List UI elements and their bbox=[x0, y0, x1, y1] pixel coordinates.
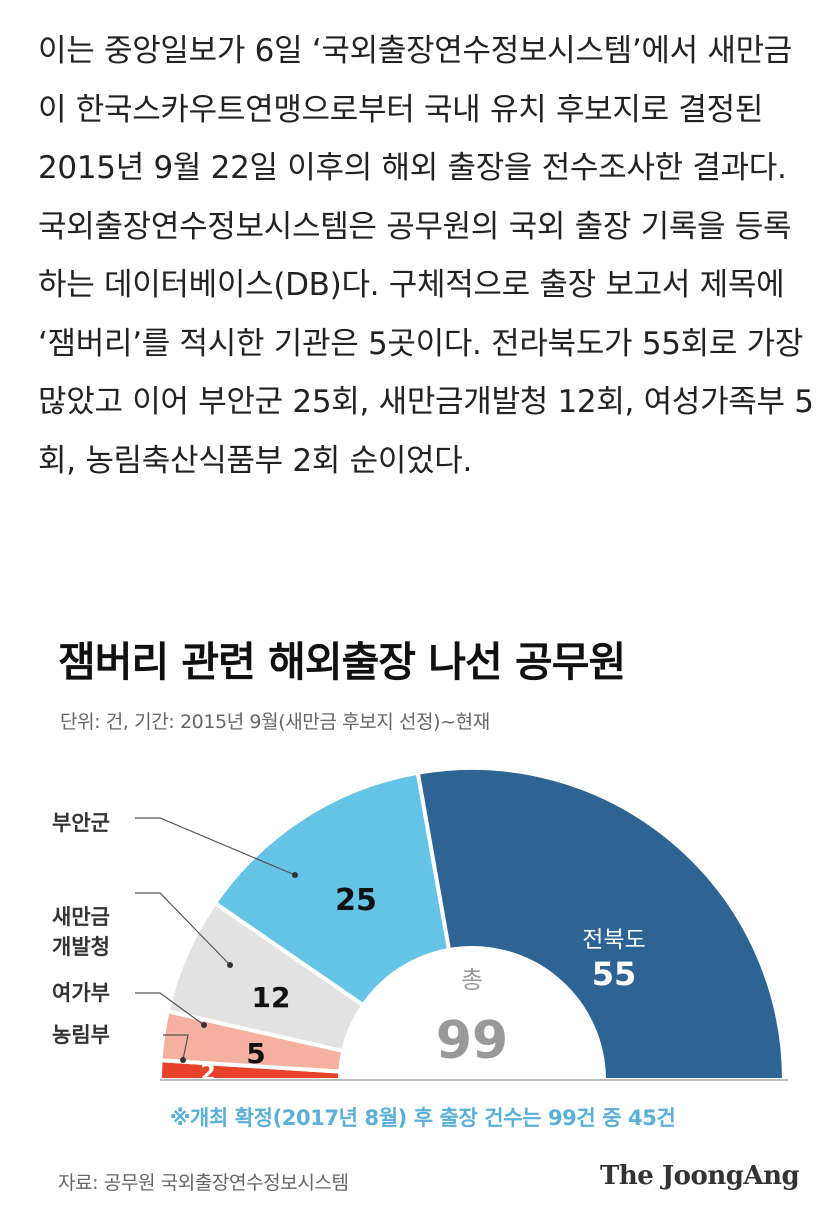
leader-line bbox=[163, 1034, 189, 1061]
chart-note: ※개최 확정(2017년 8월) 후 출장 건수는 99건 중 45건 bbox=[170, 1106, 676, 1130]
article-text: 이는 중앙일보가 6일 ‘국외출장연수정보시스템’에서 새만금이 한국스카우트연… bbox=[38, 22, 818, 490]
leader-dot bbox=[180, 1057, 186, 1063]
total-label: 총 bbox=[461, 966, 483, 994]
slice-value-label: 55 bbox=[592, 955, 637, 993]
chart-subtitle: 단위: 건, 기간: 2015년 9월(새만금 후보지 선정)~현재 bbox=[60, 711, 490, 733]
total-value: 99 bbox=[436, 1011, 508, 1071]
slice-category-label: 새만금 개발청 bbox=[52, 905, 110, 959]
leader-line bbox=[135, 892, 231, 966]
article-paragraph: 이는 중앙일보가 6일 ‘국외출장연수정보시스템’에서 새만금이 한국스카우트연… bbox=[38, 33, 814, 479]
slice-value-label: 5 bbox=[246, 1037, 265, 1070]
slice-value-label: 12 bbox=[252, 981, 291, 1014]
leader-dot bbox=[292, 872, 298, 878]
slice-value-label: 2 bbox=[200, 1061, 215, 1086]
slice-4 bbox=[415, 766, 787, 1082]
leader-dot bbox=[227, 962, 233, 968]
chart-title: 잼버리 관련 해외출장 나선 공무원 bbox=[58, 638, 626, 686]
leader-line bbox=[135, 817, 296, 876]
slice-category-label: 농림부 bbox=[52, 1023, 110, 1047]
slice-category-label: 전북도 bbox=[582, 927, 645, 953]
slice-category-label: 부안군 bbox=[52, 811, 110, 835]
leader-line bbox=[135, 992, 205, 1026]
slice-category-label: 여가부 bbox=[52, 981, 110, 1005]
leader-dot bbox=[201, 1022, 207, 1028]
slice-3 bbox=[212, 770, 452, 1008]
chart-slices bbox=[157, 766, 787, 1082]
brand-logo: The JoongAng bbox=[600, 1161, 800, 1191]
slice-value-label: 25 bbox=[335, 883, 377, 918]
chart-source: 자료: 공무원 국외출장연수정보시스템 bbox=[58, 1172, 349, 1194]
